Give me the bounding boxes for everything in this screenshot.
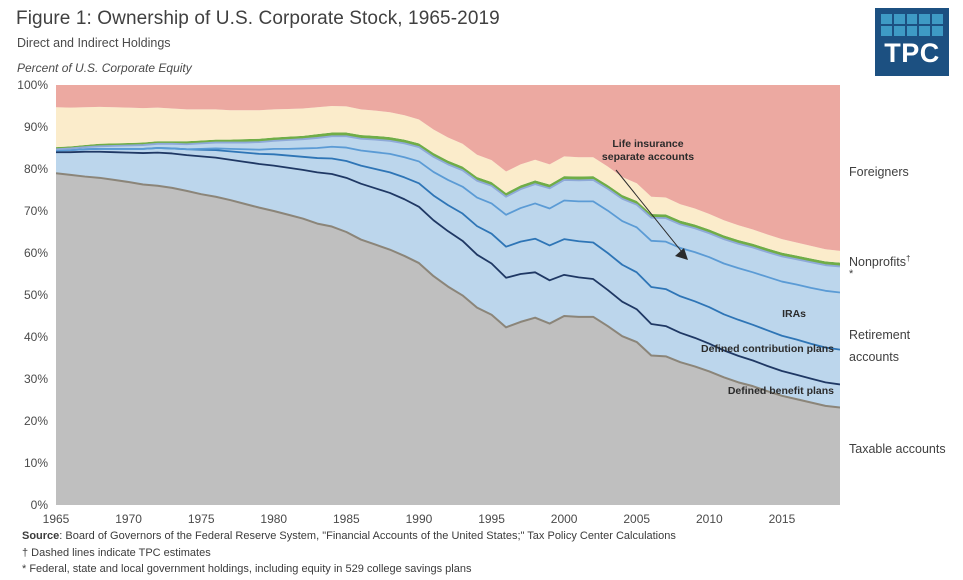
footnote-source-label: Source (22, 530, 60, 542)
area-band-defined-contribution-plans (56, 148, 840, 385)
y-axis-labels: 0% 10% 20% 30% 40% 50% 60% 70% 80% 90% 100% (0, 78, 52, 512)
legend-label-nonprofits: Nonprofits† (849, 254, 910, 269)
y-tick-label: 20% (23, 414, 48, 428)
boundary-line-life-insurance-separate-accounts (56, 135, 840, 268)
tpc-logo: TPC (875, 8, 949, 76)
x-tick-label: 2000 (550, 512, 578, 526)
footnote-star: * Federal, state and local government ho… (22, 563, 472, 575)
logo-grid-icon (881, 14, 943, 36)
series-label-dc: Defined contribution plans (701, 343, 834, 355)
y-tick-label: 10% (23, 456, 48, 470)
dagger-marker: † (905, 254, 911, 263)
area-band-foreigners (56, 85, 840, 251)
y-tick-label: 100% (17, 78, 48, 92)
legend-label-foreigners: Foreigners (849, 165, 909, 179)
x-tick-label: 1970 (115, 512, 142, 526)
annotation-arrow-icon (615, 169, 688, 260)
page-title: Figure 1: Ownership of U.S. Corporate St… (16, 8, 500, 29)
x-tick-label: 2005 (623, 512, 651, 526)
series-label-iras: IRAs (782, 308, 806, 320)
footnote-dagger: † Dashed lines indicate TPC estimates (22, 546, 211, 559)
annotation-life-insurance-line1: Life insurance (612, 138, 684, 150)
boundary-line-defined-benefit-plans (56, 150, 840, 386)
stacked-area-chart (56, 85, 840, 505)
y-tick-label: 0% (30, 498, 48, 512)
area-band-taxable-accounts (56, 173, 840, 505)
x-tick-label: 1980 (260, 512, 288, 526)
legend-label-retirement-2: accounts (849, 350, 900, 364)
logo-text: TPC (884, 38, 940, 68)
x-axis-labels: 1965 1970 1975 1980 1985 1990 1995 2000 2005 2010… (0, 512, 963, 530)
chart-plot-area (56, 85, 840, 505)
x-tick-label: 2010 (695, 512, 723, 526)
y-tick-label: 40% (23, 330, 48, 344)
legend-label-government: * (849, 268, 854, 280)
y-tick-label: 70% (23, 204, 48, 218)
footnote-source-text: : Board of Governors of the Federal Rese… (59, 530, 676, 542)
y-tick-label: 60% (23, 246, 48, 260)
legend-nonprofits-text: Nonprofits (849, 255, 906, 270)
footnotes: Source: Board of Governors of the Federa… (22, 528, 952, 578)
annotation-life-insurance: Life insurance separate accounts (602, 138, 694, 164)
legend-label-retirement-1: Retirement (849, 328, 911, 342)
x-tick-label: 2015 (768, 512, 796, 526)
y-tick-label: 80% (23, 162, 48, 176)
boundary-line-taxable-accounts (56, 172, 840, 409)
boundary-line-iras (56, 145, 840, 294)
footnote-source: Source: Board of Governors of the Federa… (22, 528, 952, 545)
area-band-iras (56, 146, 840, 350)
x-tick-label: 1965 (42, 512, 70, 526)
series-label-db: Defined benefit plans (727, 385, 834, 397)
legend-label-taxable: Taxable accounts (849, 442, 946, 456)
x-tick-label: 1990 (405, 512, 433, 526)
y-tick-label: 90% (23, 120, 48, 134)
y-tick-label: 30% (23, 372, 48, 386)
area-band-defined-benefit-plans (56, 151, 840, 408)
area-band-life-insurance-separate-accounts (56, 136, 840, 293)
page-subtitle: Direct and Indirect Holdings (17, 36, 171, 50)
area-band-nonprofits (56, 106, 840, 263)
y-tick-label: 50% (23, 288, 48, 302)
x-tick-label: 1995 (478, 512, 505, 526)
x-tick-label: 1975 (187, 512, 215, 526)
y-axis-title: Percent of U.S. Corporate Equity (17, 61, 192, 75)
annotation-life-insurance-line2: separate accounts (601, 151, 695, 163)
x-tick-label: 1985 (333, 512, 360, 526)
